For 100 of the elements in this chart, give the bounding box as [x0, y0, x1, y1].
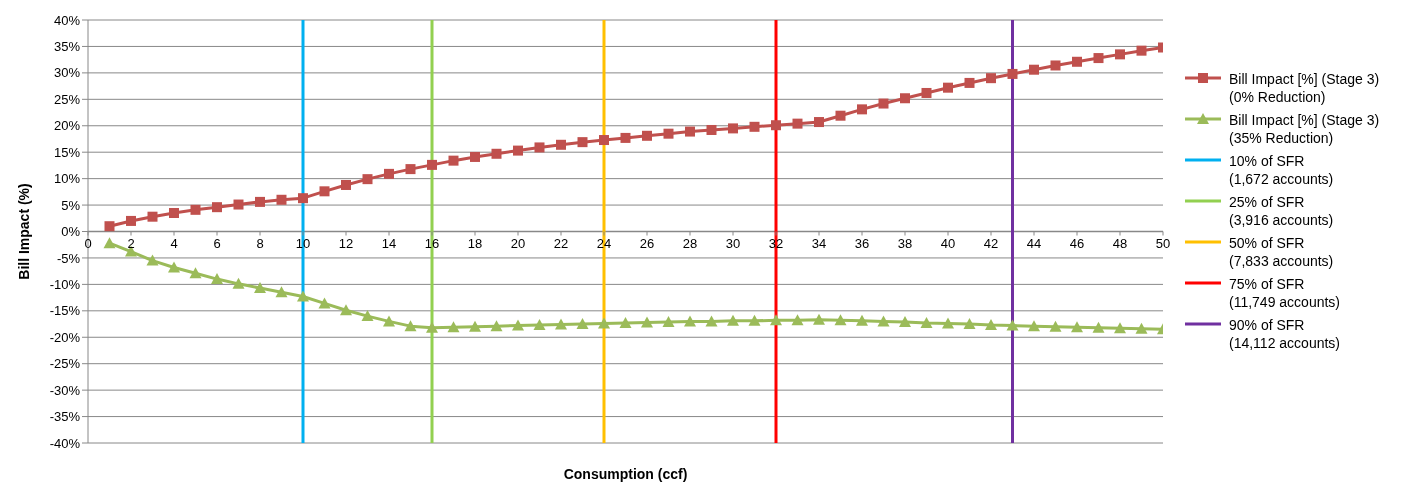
point: [168, 261, 180, 273]
x-tick-label: 28: [682, 235, 698, 251]
legend-label: Bill Impact [%] (Stage 3) (35% Reduction): [1229, 111, 1380, 147]
point: [405, 164, 416, 175]
x-tick-label: 44: [1026, 235, 1042, 251]
point: [814, 117, 824, 128]
y-tick-label: -35%: [49, 409, 81, 425]
point: [404, 320, 417, 332]
point: [146, 254, 159, 266]
y-tick-label: -10%: [49, 276, 81, 292]
point: [255, 196, 265, 207]
point: [470, 151, 480, 162]
point: [383, 315, 395, 327]
point: [147, 211, 158, 222]
y-tick-label: 10%: [53, 171, 81, 187]
point: [641, 316, 653, 328]
point: [619, 316, 632, 328]
point: [211, 273, 223, 285]
point: [986, 73, 996, 84]
x-tick-label: 38: [897, 235, 913, 251]
point: [469, 320, 481, 332]
y-tick-label: 30%: [53, 65, 81, 81]
x-tick-label: 6: [213, 235, 221, 251]
point: [491, 148, 502, 159]
point: [599, 135, 609, 146]
point: [834, 314, 847, 326]
point: [727, 314, 739, 326]
point: [297, 290, 309, 302]
point: [576, 318, 589, 330]
point: [426, 321, 438, 333]
point: [1050, 60, 1061, 71]
point: [254, 282, 266, 294]
point: [104, 221, 115, 232]
legend-label: 25% of SFR (3,916 accounts): [1229, 193, 1334, 229]
point: [642, 130, 652, 141]
x-tick-label: 30: [725, 235, 741, 251]
point: [684, 315, 696, 327]
point: [1049, 320, 1062, 332]
y-tick-label: 35%: [53, 39, 81, 55]
x-tick-label: 2: [127, 235, 135, 251]
point: [943, 82, 953, 93]
x-axis-title: Consumption (ccf): [563, 466, 688, 482]
point: [212, 202, 222, 213]
point: [963, 318, 976, 330]
point: [233, 199, 244, 210]
x-tick-label: 26: [639, 235, 655, 251]
x-tick-label: 46: [1069, 235, 1085, 251]
point: [189, 267, 202, 279]
x-tick-label: 4: [170, 235, 178, 251]
y-tick-label: -25%: [49, 356, 81, 372]
y-tick-label: 5%: [61, 197, 81, 213]
point: [1093, 53, 1104, 64]
point: [384, 168, 394, 179]
point: [728, 123, 738, 134]
point: [1029, 64, 1039, 75]
point: [706, 124, 717, 135]
point: [662, 315, 675, 327]
x-tick-label: 8: [256, 235, 264, 251]
point: [749, 121, 760, 132]
x-tick-label: 50: [1155, 235, 1171, 251]
x-tick-label: 14: [381, 235, 397, 251]
legend-label: 10% of SFR (1,672 accounts): [1229, 152, 1334, 188]
legend-label: 50% of SFR (7,833 accounts): [1229, 234, 1334, 270]
y-tick-label: 20%: [53, 118, 81, 134]
point: [791, 314, 804, 326]
point: [985, 319, 997, 331]
point: [103, 237, 116, 249]
point: [190, 204, 201, 215]
x-tick-label: 0: [84, 235, 92, 251]
point: [878, 98, 889, 109]
point: [448, 155, 459, 166]
x-tick-label: 42: [983, 235, 999, 251]
point: [361, 310, 374, 322]
legend-label: 75% of SFR (11,749 accounts): [1229, 275, 1341, 311]
point: [534, 142, 545, 153]
point: [921, 87, 932, 98]
x-tick-label: 18: [467, 235, 483, 251]
point: [792, 118, 803, 129]
x-tick-label: 20: [510, 235, 526, 251]
point: [920, 316, 933, 328]
y-tick-label: -15%: [49, 303, 81, 319]
point: [232, 277, 245, 289]
point: [857, 104, 867, 115]
y-tick-label: -20%: [49, 329, 81, 345]
point: [126, 215, 136, 226]
y-tick-label: -30%: [49, 382, 81, 398]
point: [555, 318, 567, 330]
point: [1092, 321, 1105, 333]
point: [1072, 56, 1082, 67]
point: [748, 314, 761, 326]
point: [340, 304, 352, 316]
point: [813, 313, 825, 325]
point: [298, 193, 308, 204]
point: [899, 315, 911, 327]
x-tick-label: 34: [811, 235, 827, 251]
point: [663, 128, 674, 139]
point: [512, 319, 524, 331]
point: [877, 315, 890, 327]
point: [705, 315, 718, 327]
legend-label: 90% of SFR (14,112 accounts): [1229, 316, 1341, 352]
